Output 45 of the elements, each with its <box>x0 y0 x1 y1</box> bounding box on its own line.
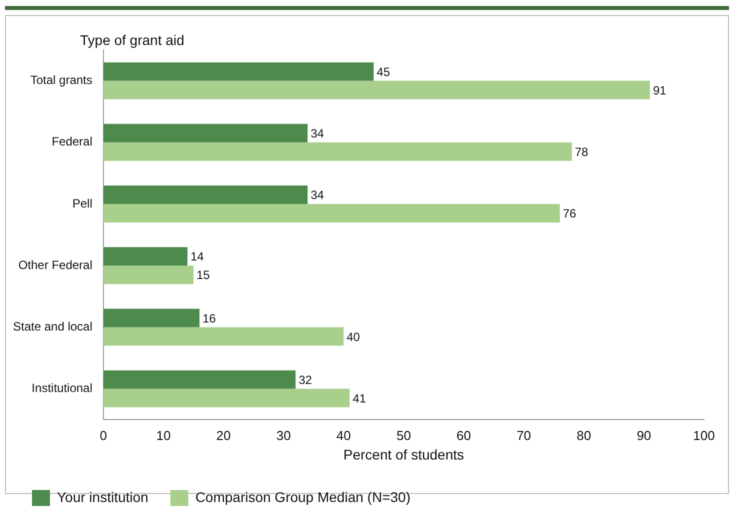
y-tick-label: Pell <box>72 196 92 210</box>
x-tick-label: 50 <box>396 428 411 443</box>
data-label: 76 <box>562 206 577 221</box>
data-label: 32 <box>298 372 312 387</box>
bar <box>103 142 572 161</box>
bar <box>103 388 350 408</box>
y-tick-label: Federal <box>52 134 92 149</box>
data-label: 14 <box>190 250 204 264</box>
y-tick-label: State and local <box>13 320 92 334</box>
bar <box>103 62 374 81</box>
data-label: 41 <box>352 391 366 406</box>
y-tick-label: Total grants <box>30 73 92 88</box>
bar <box>103 370 296 389</box>
legend-label: Comparison Group Median (N=30) <box>195 488 410 505</box>
y-axis-title: Type of grant aid <box>80 32 184 48</box>
x-tick-label: 0 <box>100 428 108 443</box>
bar <box>103 247 188 266</box>
bar <box>103 124 308 142</box>
data-label: 16 <box>202 311 216 326</box>
y-tick-label: Other Federal <box>18 258 92 272</box>
x-tick-label: 40 <box>336 428 351 443</box>
x-tick-label: 100 <box>693 428 715 443</box>
data-label: 40 <box>346 330 360 344</box>
data-label: 78 <box>574 144 589 159</box>
x-tick-label: 70 <box>516 428 532 443</box>
legend-label: Your institution <box>57 488 148 505</box>
x-tick-label: 20 <box>216 428 231 443</box>
x-tick-label: 90 <box>636 428 652 443</box>
x-tick-label: 80 <box>576 428 592 443</box>
bar <box>103 266 194 284</box>
x-axis-title: Percent of students <box>343 446 464 462</box>
data-label: 91 <box>652 83 667 98</box>
x-tick-label: 10 <box>156 428 171 443</box>
bar <box>103 80 650 100</box>
bar <box>103 327 344 346</box>
x-tick-label: 30 <box>276 428 291 443</box>
bar <box>103 204 560 222</box>
bar <box>103 308 200 328</box>
bar <box>103 186 308 204</box>
data-label: 34 <box>310 188 324 202</box>
data-label: 45 <box>376 64 390 79</box>
data-label: 34 <box>310 126 324 140</box>
y-tick-label: Institutional <box>32 381 92 396</box>
data-label: 15 <box>196 268 210 282</box>
x-tick-label: 60 <box>456 428 471 443</box>
